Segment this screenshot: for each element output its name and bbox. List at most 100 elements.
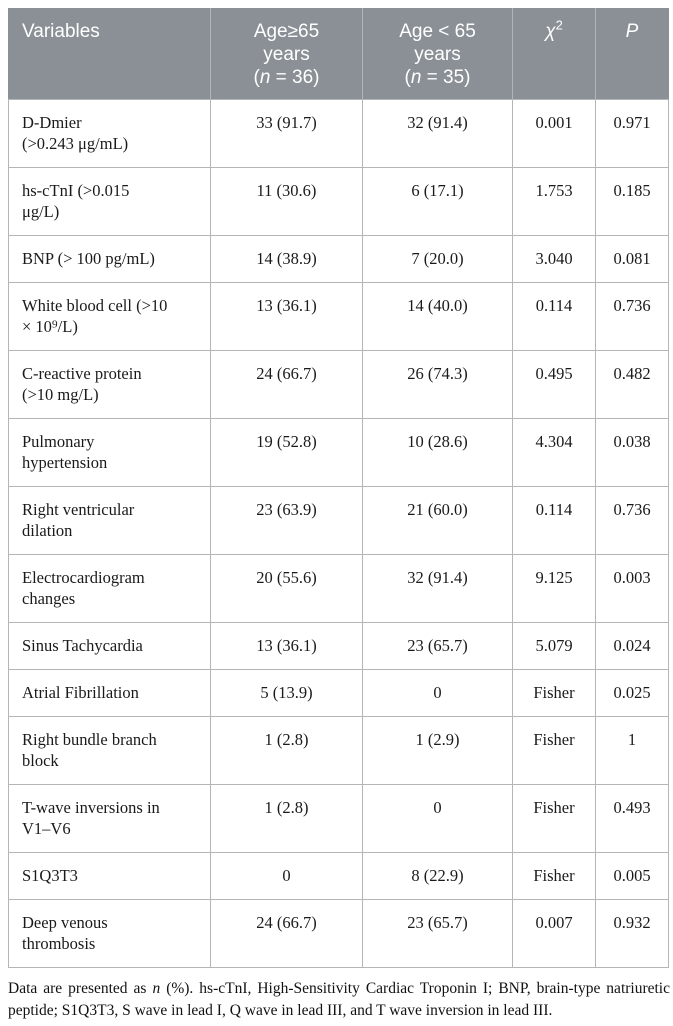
table-row: S1Q3T3 0 8 (22.9) Fisher 0.005	[8, 852, 669, 900]
col-header-age-lt-65: Age < 65 years (n = 35)	[362, 8, 513, 100]
table-footnote: Data are presented as n (%). hs-cTnI, Hi…	[8, 978, 670, 1022]
cell-age-lt-65: 32 (91.4)	[362, 554, 513, 623]
cell-p: 0.971	[595, 99, 669, 168]
table-row: White blood cell (>10 × 10⁹/L) 13 (36.1)…	[8, 282, 669, 351]
table-row: hs-cTnI (>0.015 μg/L) 11 (30.6) 6 (17.1)…	[8, 167, 669, 236]
table-row: Right bundle branch block 1 (2.8) 1 (2.9…	[8, 716, 669, 785]
age-ge-65-n: (n = 36)	[215, 66, 358, 89]
cell-age-ge-65: 24 (66.7)	[210, 350, 363, 419]
cell-variable: S1Q3T3	[8, 852, 211, 900]
cell-age-lt-65: 23 (65.7)	[362, 899, 513, 968]
cell-chi2: Fisher	[512, 716, 596, 785]
cell-p: 0.736	[595, 486, 669, 555]
cell-age-lt-65: 6 (17.1)	[362, 167, 513, 236]
cell-age-ge-65: 11 (30.6)	[210, 167, 363, 236]
cell-age-lt-65: 1 (2.9)	[362, 716, 513, 785]
cell-chi2: Fisher	[512, 669, 596, 717]
paren-open: (	[404, 67, 411, 88]
cell-chi2: Fisher	[512, 852, 596, 900]
cell-chi2: 1.753	[512, 167, 596, 236]
cell-variable: White blood cell (>10 × 10⁹/L)	[8, 282, 211, 351]
cell-p: 0.482	[595, 350, 669, 419]
cell-chi2: 0.007	[512, 899, 596, 968]
cell-variable: BNP (> 100 pg/mL)	[8, 235, 211, 283]
cell-chi2: Fisher	[512, 784, 596, 853]
cell-p: 0.736	[595, 282, 669, 351]
cell-age-lt-65: 14 (40.0)	[362, 282, 513, 351]
footnote-prefix: Data are presented as	[8, 980, 153, 997]
table-row: BNP (> 100 pg/mL) 14 (38.9) 7 (20.0) 3.0…	[8, 235, 669, 283]
cell-age-ge-65: 23 (63.9)	[210, 486, 363, 555]
cell-variable: D-Dmier (>0.243 μg/mL)	[8, 99, 211, 168]
cell-p: 0.493	[595, 784, 669, 853]
cell-age-ge-65: 1 (2.8)	[210, 716, 363, 785]
table-body: D-Dmier (>0.243 μg/mL) 33 (91.7) 32 (91.…	[8, 99, 669, 968]
cell-chi2: 0.495	[512, 350, 596, 419]
col-header-variables: Variables	[8, 8, 211, 100]
cell-variable: Atrial Fibrillation	[8, 669, 211, 717]
age-lt-65-title: Age < 65 years	[399, 21, 476, 65]
cell-variable: Right ventricular dilation	[8, 486, 211, 555]
table-row: Atrial Fibrillation 5 (13.9) 0 Fisher 0.…	[8, 669, 669, 717]
col-header-p-value: P	[595, 8, 669, 100]
table-row: Pulmonary hypertension 19 (52.8) 10 (28.…	[8, 418, 669, 487]
cell-chi2: 3.040	[512, 235, 596, 283]
cell-variable: hs-cTnI (>0.015 μg/L)	[8, 167, 211, 236]
table-row: Electrocardiogram changes 20 (55.6) 32 (…	[8, 554, 669, 623]
col-header-chi-squared: χ2	[512, 8, 596, 100]
comparison-table: Variables Age≥65 years (n = 36) Age < 65…	[8, 8, 669, 968]
table-row: C-reactive protein (>10 mg/L) 24 (66.7) …	[8, 350, 669, 419]
cell-age-ge-65: 19 (52.8)	[210, 418, 363, 487]
cell-variable: Deep venous thrombosis	[8, 899, 211, 968]
n-value: = 36)	[270, 67, 320, 88]
chi-symbol: χ	[545, 21, 556, 42]
table-row: Deep venous thrombosis 24 (66.7) 23 (65.…	[8, 899, 669, 968]
cell-p: 0.024	[595, 622, 669, 670]
cell-chi2: 9.125	[512, 554, 596, 623]
table-row: T-wave inversions in V1–V6 1 (2.8) 0 Fis…	[8, 784, 669, 853]
cell-age-ge-65: 20 (55.6)	[210, 554, 363, 623]
table-row: Sinus Tachycardia 13 (36.1) 23 (65.7) 5.…	[8, 622, 669, 670]
cell-variable: Right bundle branch block	[8, 716, 211, 785]
cell-age-lt-65: 21 (60.0)	[362, 486, 513, 555]
age-ge-65-title: Age≥65 years	[253, 21, 320, 65]
cell-variable: Pulmonary hypertension	[8, 418, 211, 487]
header-row: Variables Age≥65 years (n = 36) Age < 65…	[8, 8, 669, 100]
cell-age-lt-65: 32 (91.4)	[362, 99, 513, 168]
cell-age-lt-65: 23 (65.7)	[362, 622, 513, 670]
cell-chi2: 4.304	[512, 418, 596, 487]
cell-p: 0.003	[595, 554, 669, 623]
n-symbol: n	[410, 67, 422, 88]
cell-age-ge-65: 5 (13.9)	[210, 669, 363, 717]
cell-p: 0.081	[595, 235, 669, 283]
n-value: = 35)	[421, 67, 471, 88]
cell-chi2: 0.114	[512, 486, 596, 555]
table-header: Variables Age≥65 years (n = 36) Age < 65…	[8, 8, 669, 100]
cell-age-ge-65: 0	[210, 852, 363, 900]
col-header-age-ge-65: Age≥65 years (n = 36)	[210, 8, 363, 100]
cell-age-ge-65: 24 (66.7)	[210, 899, 363, 968]
cell-p: 0.932	[595, 899, 669, 968]
cell-age-lt-65: 26 (74.3)	[362, 350, 513, 419]
cell-p: 0.005	[595, 852, 669, 900]
cell-variable: C-reactive protein (>10 mg/L)	[8, 350, 211, 419]
n-symbol: n	[259, 67, 271, 88]
cell-variable: T-wave inversions in V1–V6	[8, 784, 211, 853]
footnote-suffix: (%). hs-cTnI, High-Sensitivity Cardiac T…	[8, 980, 670, 1019]
cell-age-lt-65: 7 (20.0)	[362, 235, 513, 283]
cell-age-lt-65: 10 (28.6)	[362, 418, 513, 487]
cell-age-ge-65: 13 (36.1)	[210, 282, 363, 351]
cell-age-lt-65: 8 (22.9)	[362, 852, 513, 900]
cell-p: 0.038	[595, 418, 669, 487]
paren-open: (	[253, 67, 260, 88]
cell-age-lt-65: 0	[362, 784, 513, 853]
cell-p: 1	[595, 716, 669, 785]
cell-chi2: 5.079	[512, 622, 596, 670]
cell-chi2: 0.114	[512, 282, 596, 351]
cell-chi2: 0.001	[512, 99, 596, 168]
footnote-n-symbol: n	[152, 980, 161, 997]
age-lt-65-n: (n = 35)	[367, 66, 508, 89]
cell-age-ge-65: 13 (36.1)	[210, 622, 363, 670]
table-row: D-Dmier (>0.243 μg/mL) 33 (91.7) 32 (91.…	[8, 99, 669, 168]
